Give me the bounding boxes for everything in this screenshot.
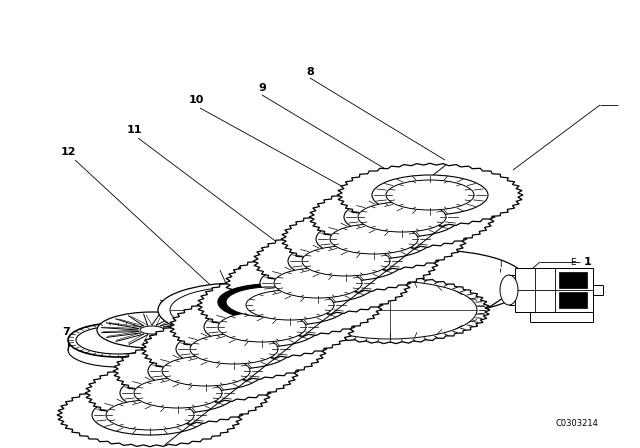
Text: C0303214: C0303214	[555, 419, 598, 428]
Polygon shape	[57, 383, 243, 447]
Ellipse shape	[106, 400, 194, 430]
Ellipse shape	[248, 264, 372, 306]
Ellipse shape	[120, 373, 236, 413]
Text: I: I	[499, 259, 501, 268]
Text: 10: 10	[188, 95, 204, 105]
Ellipse shape	[240, 261, 380, 309]
Ellipse shape	[97, 312, 207, 348]
Ellipse shape	[68, 333, 168, 367]
Ellipse shape	[386, 180, 474, 210]
Text: 4: 4	[324, 250, 332, 260]
Ellipse shape	[158, 283, 318, 337]
Polygon shape	[113, 339, 299, 403]
Ellipse shape	[303, 281, 477, 339]
Polygon shape	[253, 229, 439, 293]
Text: 6: 6	[158, 301, 166, 311]
Ellipse shape	[302, 246, 390, 276]
Text: 5: 5	[236, 267, 244, 277]
Ellipse shape	[92, 395, 208, 435]
Text: 12: 12	[60, 147, 76, 157]
Polygon shape	[337, 163, 523, 227]
Bar	[559, 272, 587, 288]
Bar	[559, 292, 587, 308]
Ellipse shape	[170, 287, 306, 333]
Ellipse shape	[372, 175, 488, 215]
FancyBboxPatch shape	[515, 268, 593, 312]
Text: 8: 8	[306, 67, 314, 77]
Ellipse shape	[316, 219, 432, 259]
Text: 2: 2	[372, 233, 380, 243]
Ellipse shape	[176, 329, 292, 369]
Ellipse shape	[358, 202, 446, 232]
Ellipse shape	[220, 273, 350, 317]
Text: 7: 7	[62, 327, 70, 337]
Ellipse shape	[162, 356, 250, 386]
Ellipse shape	[230, 277, 340, 313]
Ellipse shape	[344, 197, 460, 237]
Ellipse shape	[274, 268, 362, 298]
Text: 11: 11	[126, 125, 141, 135]
Ellipse shape	[134, 378, 222, 408]
Ellipse shape	[337, 250, 527, 314]
Ellipse shape	[260, 263, 376, 303]
Ellipse shape	[226, 287, 314, 317]
Polygon shape	[225, 251, 411, 314]
Text: E: E	[570, 258, 576, 267]
Ellipse shape	[140, 326, 164, 334]
Text: 9: 9	[258, 83, 266, 93]
Ellipse shape	[190, 334, 278, 364]
Polygon shape	[281, 207, 467, 271]
Polygon shape	[141, 317, 327, 381]
Text: 3: 3	[348, 243, 356, 253]
Ellipse shape	[76, 326, 160, 354]
Ellipse shape	[330, 224, 418, 254]
Polygon shape	[85, 361, 271, 425]
Ellipse shape	[232, 285, 348, 325]
Polygon shape	[309, 185, 495, 249]
Ellipse shape	[148, 351, 264, 391]
Ellipse shape	[500, 275, 518, 305]
Ellipse shape	[246, 290, 334, 320]
Polygon shape	[290, 276, 490, 344]
Ellipse shape	[218, 284, 322, 320]
Ellipse shape	[288, 241, 404, 281]
Ellipse shape	[256, 267, 364, 303]
Polygon shape	[197, 273, 383, 337]
Text: 1: 1	[584, 257, 592, 267]
Ellipse shape	[204, 307, 320, 347]
Polygon shape	[169, 295, 355, 359]
Ellipse shape	[218, 312, 306, 342]
Ellipse shape	[68, 323, 168, 357]
